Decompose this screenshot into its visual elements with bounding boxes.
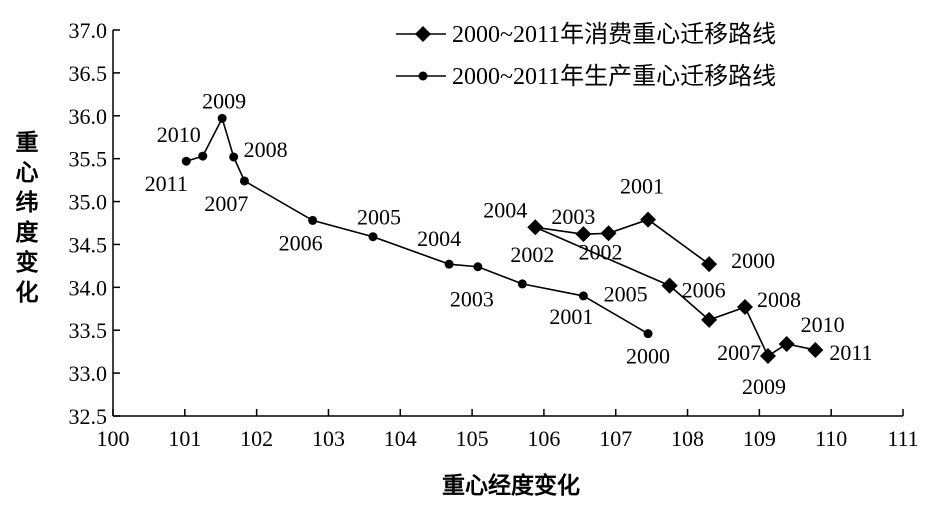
data-label: 2004: [483, 197, 527, 222]
circle-marker: [239, 176, 249, 186]
y-tick-label: 36.5: [69, 61, 108, 86]
x-tick-label: 102: [240, 426, 273, 451]
x-ticks: 100 101 102 103 104 105 106 107 108 109 110 111: [97, 409, 919, 451]
legend-circle-marker: [418, 71, 428, 81]
year-labels: 2000 2001 2002 2003 2004 2005 2006 2007 2008 2009…: [145, 88, 873, 399]
circle-marker: [229, 152, 239, 162]
y-axis-title-char: 心: [16, 160, 39, 186]
data-label: 2008: [244, 137, 288, 162]
data-label: 2006: [279, 230, 323, 255]
x-tick-label: 103: [312, 426, 345, 451]
series-0: [527, 211, 824, 364]
legend-diamond-marker: [415, 26, 431, 42]
data-label: 2011: [829, 340, 872, 365]
axes: 100 101 102 103 104 105 106 107 108 109 110 111 32.…: [69, 18, 919, 451]
x-tick-label: 105: [456, 426, 489, 451]
series-layer: [181, 113, 824, 364]
x-tick-label: 101: [168, 426, 201, 451]
series-line: [186, 116, 649, 335]
data-label: 2004: [417, 226, 461, 251]
y-ticks: 32.5 33.0 33.5 34.0 34.5 35.0 35.5 36.0 36.5 37.0: [69, 18, 120, 429]
data-label: 2007: [204, 191, 248, 216]
circle-marker: [643, 329, 653, 339]
y-tick-label: 36.0: [69, 104, 108, 129]
data-label: 2009: [202, 88, 246, 113]
data-label: 2011: [145, 171, 188, 196]
diamond-marker: [807, 341, 824, 358]
y-tick-label: 32.5: [69, 404, 108, 429]
diamond-marker: [701, 256, 718, 273]
x-tick-label: 107: [599, 426, 632, 451]
diamond-marker: [527, 219, 544, 236]
circle-marker: [444, 259, 454, 269]
data-label: 2000: [731, 248, 775, 273]
diamond-marker: [759, 347, 776, 364]
circle-marker: [308, 215, 318, 225]
series-1: [181, 113, 653, 339]
legend-label: 2000~2011年生产重心迁移路线: [452, 63, 776, 90]
x-tick-label: 104: [384, 426, 417, 451]
y-axis-title-char: 变: [16, 249, 39, 276]
x-tick-label: 110: [815, 426, 847, 451]
y-tick-label: 37.0: [69, 18, 108, 43]
y-axis-title-char: 度: [16, 219, 40, 246]
data-label: 2003: [450, 287, 494, 312]
circle-marker: [198, 151, 208, 161]
diamond-marker: [661, 277, 678, 294]
y-tick-label: 35.5: [69, 147, 108, 172]
data-label: 2010: [157, 122, 201, 147]
diamond-marker: [575, 226, 592, 243]
y-axis-title-char: 重: [16, 130, 39, 156]
diamond-marker: [737, 299, 753, 316]
data-label: 2001: [620, 174, 664, 199]
y-tick-label: 33.0: [69, 361, 108, 386]
data-label: 2010: [801, 312, 845, 337]
x-tick-label: 108: [671, 426, 704, 451]
legend-label: 2000~2011年消费重心迁移路线: [452, 21, 776, 48]
data-label: 2006: [682, 278, 726, 303]
legend: 2000~2011年消费重心迁移路线 2000~2011年生产重心迁移路线: [396, 21, 776, 90]
circle-marker: [473, 262, 483, 272]
data-label: 2007: [717, 340, 761, 365]
data-label: 2005: [357, 205, 401, 230]
circle-marker: [578, 291, 588, 301]
x-tick-label: 109: [743, 426, 776, 451]
y-tick-label: 35.0: [69, 190, 108, 215]
data-label: 2003: [551, 204, 595, 229]
data-label: 2005: [604, 282, 648, 307]
data-label: 2008: [757, 287, 801, 312]
x-axis-title: 重心经度变化: [442, 472, 580, 499]
diamond-marker: [701, 311, 718, 328]
circle-marker: [181, 156, 191, 166]
x-tick-label: 106: [527, 426, 560, 451]
diamond-marker: [600, 225, 617, 242]
y-tick-label: 34.5: [69, 232, 108, 257]
diamond-marker: [778, 335, 795, 352]
data-label: 2000: [626, 344, 670, 369]
circle-marker: [217, 113, 227, 123]
y-axis-title-char: 化: [16, 279, 39, 306]
data-label: 2002: [510, 242, 554, 267]
circle-marker: [517, 279, 527, 289]
circle-marker: [368, 232, 378, 242]
data-label: 2009: [742, 374, 786, 399]
data-label: 2002: [579, 239, 623, 264]
y-axis-title-char: 纬: [16, 189, 39, 216]
y-tick-label: 34.0: [69, 275, 108, 300]
x-tick-label: 111: [887, 426, 918, 451]
data-label: 2001: [549, 304, 593, 329]
diamond-marker: [640, 211, 657, 228]
y-tick-label: 33.5: [69, 318, 108, 343]
x-tick-label: 100: [97, 426, 130, 451]
